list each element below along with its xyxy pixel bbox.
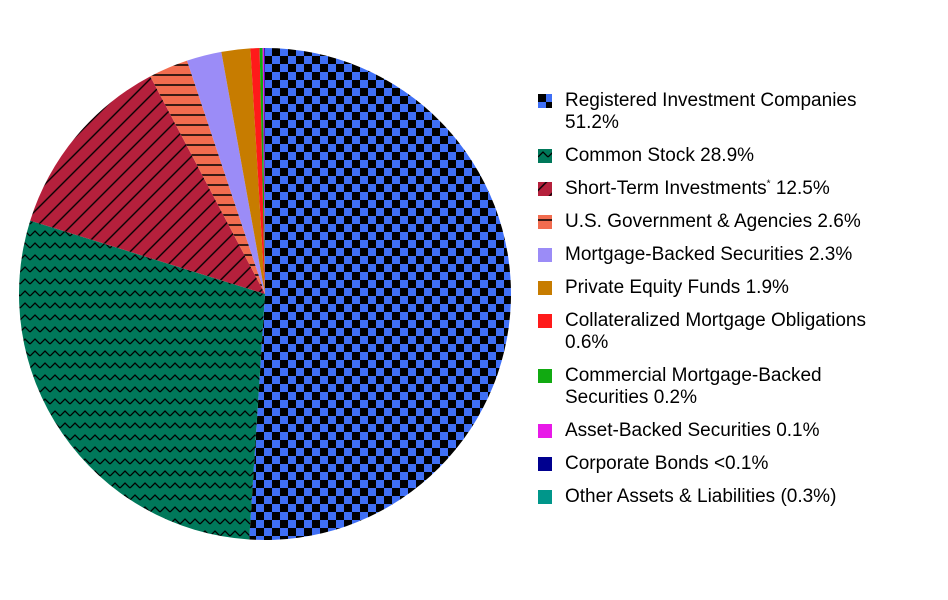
pie-chart xyxy=(18,48,512,540)
legend-value: 28.9% xyxy=(700,145,755,166)
legend-swatch xyxy=(538,94,552,108)
pie-slice xyxy=(221,48,265,294)
legend-entry: Collateralized Mortgage Obligations 0.6% xyxy=(538,310,908,354)
legend-entry: Corporate Bonds <0.1% xyxy=(538,453,908,475)
legend-label: Short-Term Investments* xyxy=(565,178,771,199)
legend-label: Other Assets & Liabilities xyxy=(565,486,776,507)
legend-value: 0.6% xyxy=(565,332,609,353)
legend-label: Commercial Mortgage-Backed Securities xyxy=(565,365,822,408)
legend-swatch xyxy=(538,182,552,196)
pie-slice xyxy=(250,48,265,294)
legend-label: Registered Investment Companies xyxy=(565,90,857,111)
legend-entry: Common Stock 28.9% xyxy=(538,145,908,167)
legend-value: 0.1% xyxy=(776,420,820,441)
legend-entry: Asset-Backed Securities 0.1% xyxy=(538,420,908,442)
pie-slice xyxy=(18,220,265,540)
legend-entry: Commercial Mortgage-Backed Securities 0.… xyxy=(538,365,908,409)
legend-swatch xyxy=(538,281,552,295)
legend-value: 51.2% xyxy=(565,112,619,133)
pie-slice xyxy=(187,51,265,295)
legend-value: 2.6% xyxy=(817,211,861,232)
legend-label: Asset-Backed Securities xyxy=(565,420,771,441)
legend-label: U.S. Government & Agencies xyxy=(565,211,813,232)
legend-label: Mortgage-Backed Securities xyxy=(565,244,804,265)
pie-slice xyxy=(259,48,265,294)
legend-label: Private Equity Funds xyxy=(565,277,741,298)
legend-label: Corporate Bonds xyxy=(565,453,709,474)
legend-label: Common Stock xyxy=(565,145,695,166)
legend-value: (0.3%) xyxy=(780,486,837,507)
legend-entry: Private Equity Funds 1.9% xyxy=(538,277,908,299)
legend-swatch xyxy=(538,369,552,383)
pie-slice xyxy=(150,60,265,294)
legend-entry: Registered Investment Companies 51.2% xyxy=(538,90,908,134)
legend-swatch xyxy=(538,490,552,504)
legend-value: 0.2% xyxy=(653,387,698,408)
legend-swatch xyxy=(538,457,552,471)
legend-entry: Other Assets & Liabilities (0.3%) xyxy=(538,486,908,508)
legend-value: 1.9% xyxy=(745,277,789,298)
legend-entry: U.S. Government & Agencies 2.6% xyxy=(538,211,908,233)
pie-slice xyxy=(249,48,512,540)
legend-entry: Mortgage-Backed Securities 2.3% xyxy=(538,244,908,266)
pie-slice xyxy=(30,76,265,294)
legend: Registered Investment Companies 51.2% Com… xyxy=(538,90,908,519)
legend-value: 2.3% xyxy=(808,244,853,265)
pie-slice xyxy=(264,48,265,294)
legend-value: 12.5% xyxy=(775,178,830,199)
legend-swatch xyxy=(538,215,552,229)
legend-value: <0.1% xyxy=(713,453,769,474)
legend-swatch xyxy=(538,149,552,163)
legend-label: Collateralized Mortgage Obligations xyxy=(565,310,866,331)
legend-swatch xyxy=(538,314,552,328)
pie-slice xyxy=(262,48,265,294)
legend-entry: Short-Term Investments* 12.5% xyxy=(538,178,908,200)
legend-swatch xyxy=(538,248,552,262)
legend-swatch xyxy=(538,424,552,438)
